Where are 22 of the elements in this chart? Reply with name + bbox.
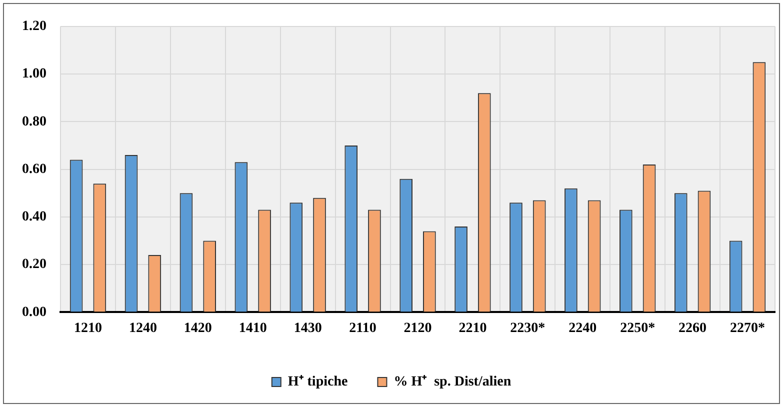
x-tick-label: 2110: [349, 321, 376, 336]
y-tick-label: 1.00: [22, 66, 46, 82]
x-tick-label: 2250*: [620, 321, 656, 336]
x-tick-label: 2240: [568, 321, 597, 336]
y-tick-label: 0.20: [22, 257, 46, 272]
y-tick-label: 0.00: [22, 304, 46, 320]
y-tick-label: 0.60: [22, 162, 46, 177]
x-tick-label: 1420: [184, 321, 212, 336]
y-tick-label: 0.40: [22, 210, 46, 225]
x-tick-label: 1430: [294, 321, 322, 336]
legend-label: H⁺ tipiche: [288, 374, 348, 390]
x-tick-label: 2260: [678, 321, 707, 336]
y-tick-label: 1.20: [22, 19, 46, 34]
legend-label: % H⁺ sp. Dist/alien: [394, 374, 512, 390]
y-tick-label: 0.80: [22, 114, 46, 130]
x-tick-label: 1240: [128, 321, 157, 336]
x-tick-label: 2270*: [730, 321, 766, 336]
x-tick-label: 1210: [74, 321, 102, 336]
x-tick-label: 2120: [404, 321, 432, 336]
x-tick-label: 2230*: [510, 321, 546, 336]
x-tick-label: 1410: [238, 321, 267, 336]
x-tick-label: 2210: [458, 321, 487, 336]
